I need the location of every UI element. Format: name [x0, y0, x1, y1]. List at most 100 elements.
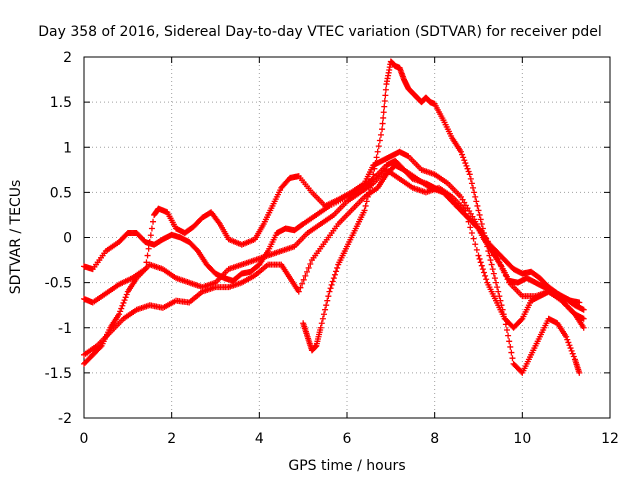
data-point-marker	[370, 171, 377, 178]
data-point-marker	[504, 276, 511, 283]
data-point-marker	[565, 339, 572, 346]
data-point-marker	[499, 266, 506, 273]
data-point-marker	[468, 180, 475, 187]
x-tick-label: 12	[601, 431, 619, 447]
y-tick-label: -2	[58, 411, 72, 427]
data-point-marker	[564, 336, 571, 343]
x-tick-labels: 0 2 4 6 8 10 12	[80, 431, 619, 447]
data-point-marker	[480, 229, 487, 236]
data-point-marker	[375, 143, 382, 150]
x-tick-label: 10	[513, 431, 531, 447]
data-point-marker	[322, 306, 329, 313]
chart-title: Day 358 of 2016, Sidereal Day-to-day VTE…	[38, 24, 602, 40]
data-point-marker	[486, 252, 493, 259]
data-point-marker	[331, 271, 338, 278]
data-point-marker	[319, 315, 326, 322]
data-point-marker	[147, 232, 154, 239]
data-point-marker	[300, 276, 307, 283]
data-point-marker	[361, 207, 368, 214]
data-point-marker	[497, 297, 504, 304]
data-point-marker	[474, 202, 481, 209]
data-point-marker	[471, 189, 478, 196]
data-point-marker	[120, 299, 127, 306]
data-point-marker	[304, 268, 311, 275]
y-tick-label: -0.5	[45, 276, 72, 292]
data-point-marker	[462, 160, 469, 167]
y-tick-label: 0	[63, 231, 72, 247]
data-point-marker	[465, 168, 472, 175]
data-point-marker	[478, 220, 485, 227]
data-point-marker	[487, 257, 494, 264]
y-tick-label: -1	[58, 321, 72, 337]
data-point-marker	[496, 293, 503, 300]
data-point-marker	[320, 311, 327, 318]
data-point-marker	[328, 281, 335, 288]
data-point-marker	[476, 255, 483, 262]
data-point-marker	[295, 288, 302, 295]
data-point-marker	[483, 276, 490, 283]
series-track-1	[81, 157, 587, 313]
y-tick-label: 0.5	[50, 185, 72, 201]
data-point-marker	[467, 175, 474, 182]
x-tick-label: 0	[80, 431, 89, 447]
data-point-marker	[477, 259, 484, 266]
data-point-marker	[494, 255, 501, 262]
data-point-marker	[472, 241, 479, 248]
data-point-marker	[485, 248, 492, 255]
x-axis-label: GPS time / hours	[288, 458, 405, 474]
data-point-marker	[371, 165, 378, 172]
data-point-marker	[318, 320, 325, 327]
data-point-marker	[116, 311, 123, 318]
data-point-marker	[466, 171, 473, 178]
data-point-marker	[576, 299, 583, 306]
data-point-marker	[457, 148, 464, 155]
y-tick-label: -1.5	[45, 366, 72, 382]
data-point-marker	[122, 294, 129, 301]
data-point-marker	[317, 324, 324, 331]
y-axis-label: SDTVAR / TECUs	[8, 180, 24, 295]
data-point-marker	[334, 264, 341, 271]
data-point-marker	[495, 288, 502, 295]
data-point-marker	[323, 302, 330, 309]
data-point-marker	[362, 202, 369, 209]
data-point-marker	[307, 261, 314, 268]
data-point-marker	[459, 151, 466, 158]
data-point-marker	[468, 229, 475, 236]
data-point-marker	[363, 198, 370, 205]
data-point-marker	[472, 193, 479, 200]
data-point-marker	[490, 270, 497, 277]
data-point-marker	[326, 288, 333, 295]
data-point-marker	[475, 252, 482, 259]
data-point-marker	[377, 131, 384, 138]
data-point-marker	[297, 284, 304, 291]
x-tick-label: 4	[255, 431, 264, 447]
data-point-marker	[567, 345, 574, 352]
series-track-4	[81, 162, 587, 358]
data-point-marker	[479, 225, 486, 232]
axis-ticks	[83, 56, 611, 419]
data-point-marker	[461, 157, 468, 164]
y-tick-label: 1.5	[50, 95, 72, 111]
data-point-marker	[482, 234, 489, 241]
data-point-marker	[491, 275, 498, 282]
data-point-marker	[566, 342, 573, 349]
data-point-marker	[500, 311, 507, 318]
data-point-marker	[483, 239, 490, 246]
data-point-marker	[333, 268, 340, 275]
series-track-2	[81, 148, 583, 306]
data-point-marker	[509, 355, 516, 362]
data-point-marker	[502, 321, 509, 328]
grid-lines	[84, 57, 610, 418]
data-point-marker	[497, 262, 504, 269]
data-point-marker	[381, 103, 388, 110]
data-point-marker	[463, 162, 470, 169]
data-point-marker	[374, 148, 381, 155]
data-point-marker	[506, 338, 513, 345]
data-point-marker	[464, 165, 471, 172]
data-point-marker	[327, 285, 334, 292]
data-point-marker	[470, 235, 477, 242]
data-point-marker	[493, 279, 500, 286]
data-point-marker	[117, 308, 124, 315]
data-point-marker	[467, 224, 474, 231]
